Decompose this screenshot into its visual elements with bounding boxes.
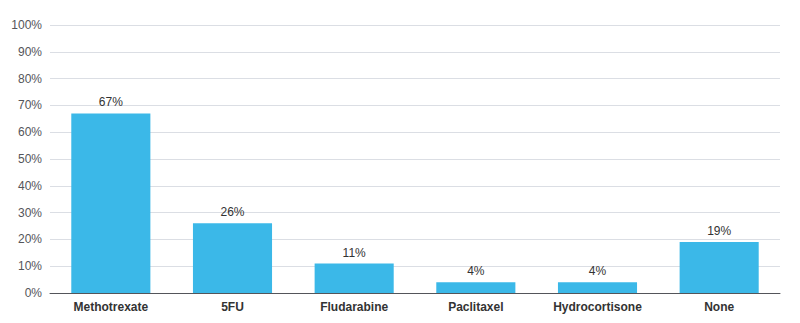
svg-text:5FU: 5FU	[221, 300, 244, 314]
svg-text:70%: 70%	[18, 98, 42, 112]
svg-text:26%: 26%	[220, 205, 244, 219]
svg-text:10%: 10%	[18, 259, 42, 273]
svg-text:67%: 67%	[99, 95, 123, 109]
svg-text:Fludarabine: Fludarabine	[320, 300, 388, 314]
svg-text:11%: 11%	[343, 246, 366, 260]
svg-text:50%: 50%	[18, 152, 42, 166]
svg-text:19%: 19%	[707, 224, 731, 238]
svg-text:100%: 100%	[11, 18, 42, 32]
svg-text:90%: 90%	[18, 45, 42, 59]
svg-text:20%: 20%	[18, 232, 42, 246]
svg-text:None: None	[704, 300, 734, 314]
svg-text:30%: 30%	[18, 206, 42, 220]
svg-text:4%: 4%	[467, 264, 485, 278]
svg-text:40%: 40%	[18, 179, 42, 193]
svg-text:80%: 80%	[18, 72, 42, 86]
svg-text:Hydrocortisone: Hydrocortisone	[553, 300, 642, 314]
svg-text:60%: 60%	[18, 125, 42, 139]
svg-text:4%: 4%	[589, 264, 607, 278]
svg-text:Paclitaxel: Paclitaxel	[448, 300, 503, 314]
svg-text:Methotrexate: Methotrexate	[73, 300, 148, 314]
svg-text:0%: 0%	[25, 286, 43, 300]
